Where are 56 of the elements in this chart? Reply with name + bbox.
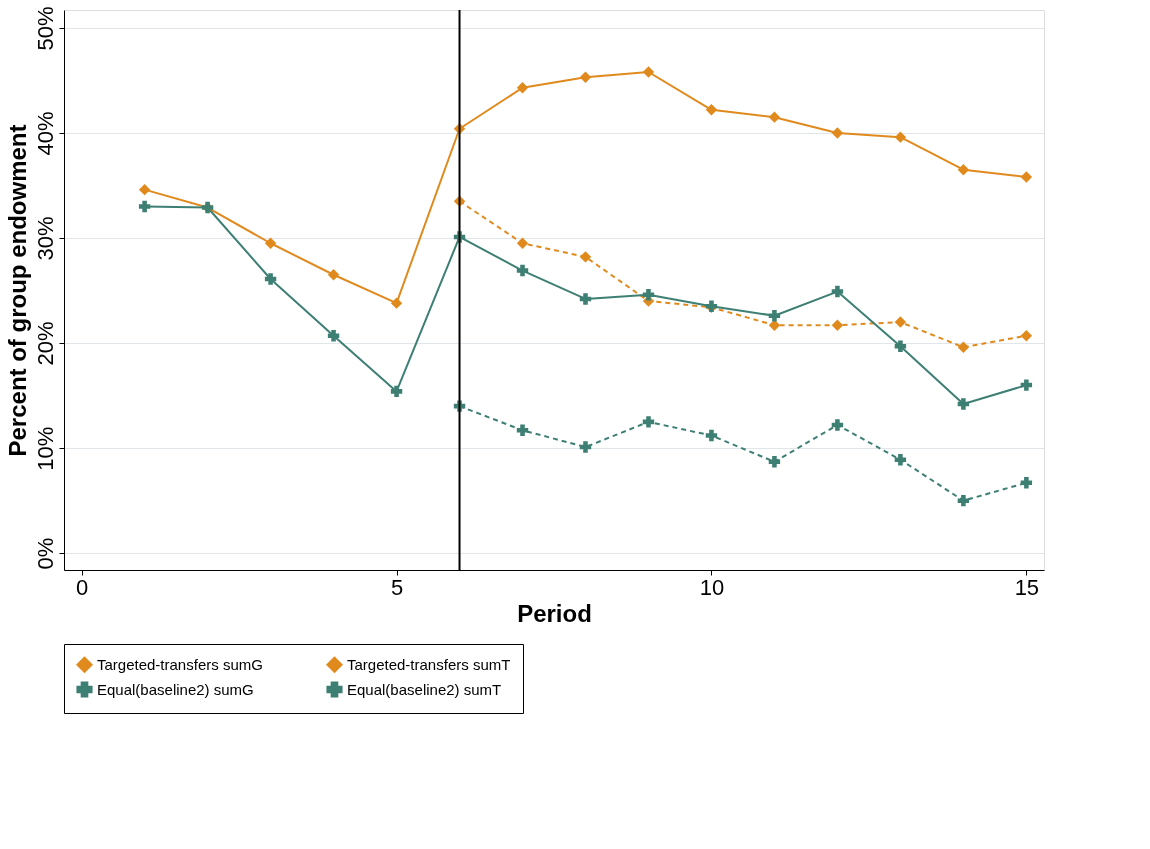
point xyxy=(642,416,655,428)
point xyxy=(705,429,718,442)
point xyxy=(1020,171,1033,183)
y-tick-label: 30% xyxy=(32,216,58,261)
point xyxy=(831,419,844,431)
point xyxy=(768,310,781,322)
point xyxy=(1020,379,1033,391)
legend-label: Targeted-transfers sumT xyxy=(347,655,511,673)
point xyxy=(264,273,277,285)
point xyxy=(327,269,340,281)
point xyxy=(138,200,151,213)
point xyxy=(516,424,529,436)
point xyxy=(516,82,529,94)
y-tick-label: 20% xyxy=(32,321,58,366)
point xyxy=(957,398,970,410)
y-tick-label: 40% xyxy=(32,111,58,156)
legend-label: Equal(baseline2) sumT xyxy=(347,680,502,698)
y-tick-label: 10% xyxy=(32,426,58,471)
point xyxy=(579,71,592,83)
legend-label: Equal(baseline2) sumG xyxy=(97,680,254,698)
x-axis-title: Period xyxy=(517,599,592,627)
point xyxy=(768,111,781,123)
point xyxy=(516,237,529,249)
point xyxy=(831,127,844,139)
point xyxy=(390,297,403,309)
point xyxy=(1020,330,1033,342)
point xyxy=(957,164,970,176)
x-tick-label: 10 xyxy=(699,574,725,600)
point xyxy=(579,251,592,263)
y-tick-label: 0% xyxy=(32,537,58,570)
y-axis-title: Percent of group endowment xyxy=(3,124,31,457)
point xyxy=(894,131,907,143)
point xyxy=(642,66,655,78)
point xyxy=(138,183,151,196)
point xyxy=(894,316,907,328)
point xyxy=(768,456,781,468)
point xyxy=(327,330,340,342)
point xyxy=(390,385,403,398)
point xyxy=(957,494,970,507)
point xyxy=(705,104,718,116)
point xyxy=(579,293,592,305)
point xyxy=(894,453,907,466)
point xyxy=(579,441,592,453)
legend-label: Targeted-transfers sumG xyxy=(97,655,263,673)
point xyxy=(957,341,970,353)
x-tick-label: 5 xyxy=(390,574,404,600)
point xyxy=(1020,477,1033,489)
y-tick-label: 50% xyxy=(32,6,58,51)
point xyxy=(894,340,907,352)
point xyxy=(831,319,844,331)
x-tick-label: 0 xyxy=(76,574,89,600)
point xyxy=(831,285,844,298)
x-tick-label: 15 xyxy=(1014,574,1040,600)
point xyxy=(642,289,655,301)
point xyxy=(516,264,529,277)
point xyxy=(264,237,277,249)
